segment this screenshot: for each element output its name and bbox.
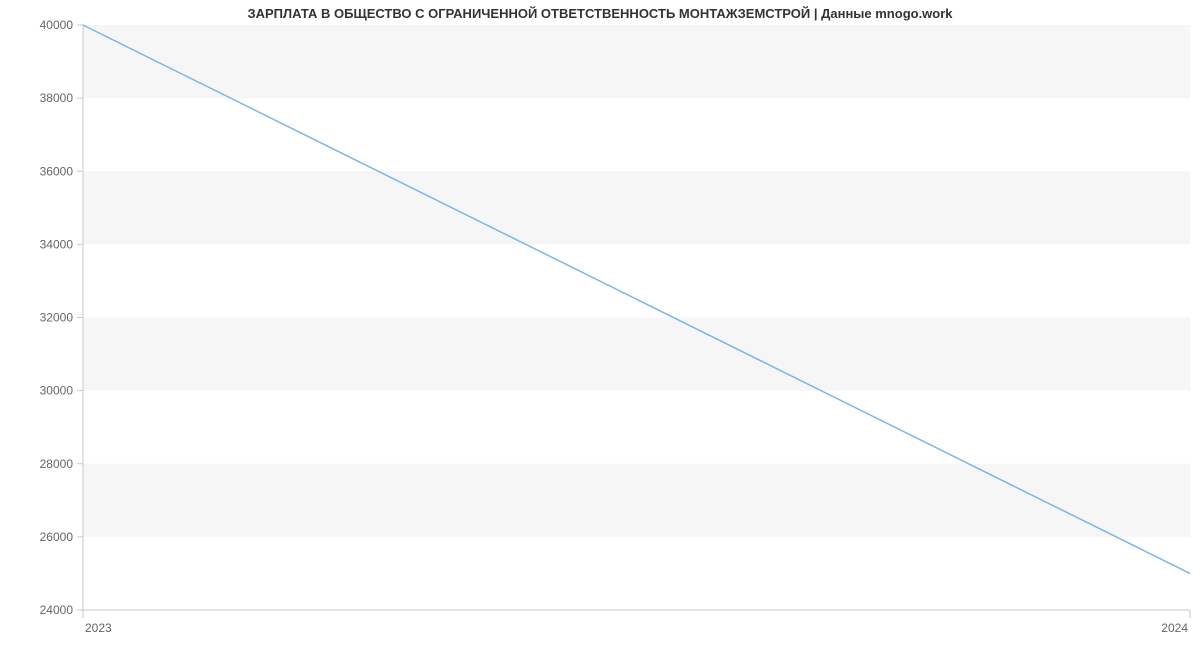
y-tick-label: 32000 (40, 311, 74, 325)
grid-band (83, 25, 1190, 98)
y-tick-label: 30000 (40, 384, 74, 398)
y-tick-label: 34000 (40, 237, 74, 251)
y-tick-label: 26000 (40, 530, 74, 544)
salary-chart: ЗАРПЛАТА В ОБЩЕСТВО С ОГРАНИЧЕННОЙ ОТВЕТ… (0, 0, 1200, 650)
y-tick-label: 24000 (40, 603, 74, 617)
chart-title: ЗАРПЛАТА В ОБЩЕСТВО С ОГРАНИЧЕННОЙ ОТВЕТ… (0, 6, 1200, 21)
chart-svg: 24000 26000 28000 30000 32000 34000 36000 38000… (0, 0, 1200, 650)
grid-band (83, 171, 1190, 244)
grid-band (83, 318, 1190, 391)
x-tick-label: 2024 (1161, 621, 1188, 635)
grid-band (83, 464, 1190, 537)
y-tick-label: 36000 (40, 164, 74, 178)
y-tick-label: 28000 (40, 457, 74, 471)
x-tick-label: 2023 (85, 621, 112, 635)
y-tick-label: 38000 (40, 91, 74, 105)
